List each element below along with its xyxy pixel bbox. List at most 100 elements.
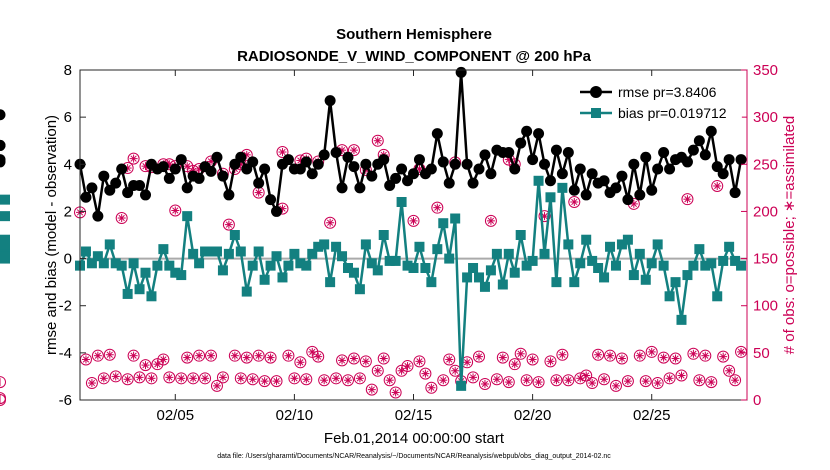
obs-possible-marker xyxy=(222,218,235,231)
obs-star-stroke xyxy=(499,354,506,361)
bias-point xyxy=(682,270,693,281)
obs-star-stroke xyxy=(160,356,167,363)
obs-star-stroke xyxy=(231,352,238,359)
obs-assimilated-marker xyxy=(117,214,126,223)
bias-point xyxy=(110,258,121,269)
obs-possible-marker xyxy=(681,193,694,206)
obs-assimilated-marker xyxy=(606,351,615,360)
rmse-point xyxy=(729,187,741,199)
y-axis-label-left: rmse and bias (model - observation) xyxy=(43,115,60,355)
obs-star-stroke xyxy=(481,380,489,388)
bias-point xyxy=(402,260,413,271)
rmse-point xyxy=(574,163,586,175)
obs-possible-marker xyxy=(544,355,557,368)
obs-star-stroke xyxy=(731,377,739,384)
obs-possible-marker xyxy=(699,349,712,362)
obs-star-stroke xyxy=(148,375,155,382)
obs-star-stroke xyxy=(487,217,495,225)
obs-star-stroke xyxy=(571,198,578,206)
obs-star-stroke xyxy=(130,155,137,162)
bias-point xyxy=(176,270,187,281)
obs-assimilated-marker xyxy=(284,351,293,360)
rmse-point xyxy=(211,151,223,163)
obs-assimilated-marker xyxy=(212,381,221,390)
obs-possible-marker xyxy=(252,349,265,362)
bias-point xyxy=(277,272,288,283)
rmse-point xyxy=(396,163,408,175)
rmse-point xyxy=(699,149,711,161)
rmse-point xyxy=(556,168,568,180)
obs-assimilated-marker xyxy=(326,218,335,227)
obs-assimilated-marker xyxy=(475,352,484,361)
obs-possible-marker xyxy=(639,375,652,388)
plot-area xyxy=(0,66,748,406)
obs-star-stroke xyxy=(350,355,358,362)
bias-point xyxy=(545,192,556,203)
obs-assimilated-marker xyxy=(224,220,233,229)
rmse-point xyxy=(515,137,527,149)
obs-star-stroke xyxy=(636,352,643,359)
rmse-point xyxy=(509,163,521,175)
obs-star-stroke xyxy=(559,351,566,358)
obs-assimilated-marker xyxy=(201,374,210,383)
obs-assimilated-marker xyxy=(314,352,323,361)
bias-point xyxy=(616,239,627,250)
obs-possible-marker xyxy=(693,374,706,387)
obs-possible-marker xyxy=(490,373,503,386)
obs-star-stroke xyxy=(696,377,703,384)
bias-point xyxy=(188,248,199,259)
obs-star-stroke xyxy=(184,354,191,361)
obs-star-stroke xyxy=(195,352,203,359)
obs-assimilated-marker xyxy=(433,203,442,212)
rmse-point xyxy=(80,191,92,203)
obs-assimilated-marker xyxy=(707,378,716,387)
rmse-point xyxy=(0,109,6,121)
bias-point xyxy=(140,267,151,278)
y-tick-label-left: 4 xyxy=(64,156,72,173)
y-tick-label-right: 100 xyxy=(753,298,778,315)
obs-star-stroke xyxy=(452,367,459,374)
obs-possible-marker xyxy=(586,377,599,390)
obs-assimilated-marker xyxy=(207,351,216,360)
obs-assimilated-marker xyxy=(409,216,418,225)
obs-assimilated-marker xyxy=(218,373,227,382)
obs-star-stroke xyxy=(583,372,590,379)
chart-subtitle: RADIOSONDE_V_WIND_COMPONENT @ 200 hPa xyxy=(237,48,592,65)
bias-point xyxy=(599,272,610,283)
bias-point xyxy=(593,263,604,273)
x-tick-label: 02/25 xyxy=(633,407,671,424)
obs-assimilated-marker xyxy=(719,352,728,361)
obs-assimilated-marker xyxy=(385,376,394,385)
obs-assimilated-marker xyxy=(695,376,704,385)
obs-star-stroke xyxy=(189,375,197,382)
y-tick-label-right: 0 xyxy=(753,392,761,409)
obs-possible-marker xyxy=(687,347,700,360)
obs-assimilated-marker xyxy=(123,375,132,384)
obs-star-stroke xyxy=(463,359,471,366)
obs-possible-marker xyxy=(651,377,664,390)
obs-star-stroke xyxy=(291,375,298,382)
obs-assimilated-marker xyxy=(570,198,579,206)
obs-assimilated-marker xyxy=(522,376,531,385)
legend-rmse-marker xyxy=(590,86,602,98)
obs-possible-marker xyxy=(187,372,200,385)
chart-title: Southern Hemisphere xyxy=(336,26,492,43)
bias-point xyxy=(378,230,389,240)
rmse-point xyxy=(408,168,419,180)
rmse-point xyxy=(539,158,551,170)
y-tick-label-right: 200 xyxy=(753,203,778,220)
obs-star-stroke xyxy=(106,351,113,358)
rmse-point xyxy=(271,205,283,217)
obs-possible-marker xyxy=(336,354,349,367)
obs-possible-marker xyxy=(705,376,718,389)
obs-star-stroke xyxy=(344,377,352,384)
obs-possible-marker xyxy=(621,375,634,388)
obs-star-stroke xyxy=(672,355,679,362)
y-tick-label-left: 8 xyxy=(64,62,72,79)
obs-star-stroke xyxy=(213,382,221,390)
obs-star-stroke xyxy=(446,356,453,363)
obs-possible-marker xyxy=(127,349,140,362)
obs-assimilated-marker xyxy=(689,349,698,358)
bias-point xyxy=(670,277,681,288)
obs-possible-marker xyxy=(526,353,539,366)
